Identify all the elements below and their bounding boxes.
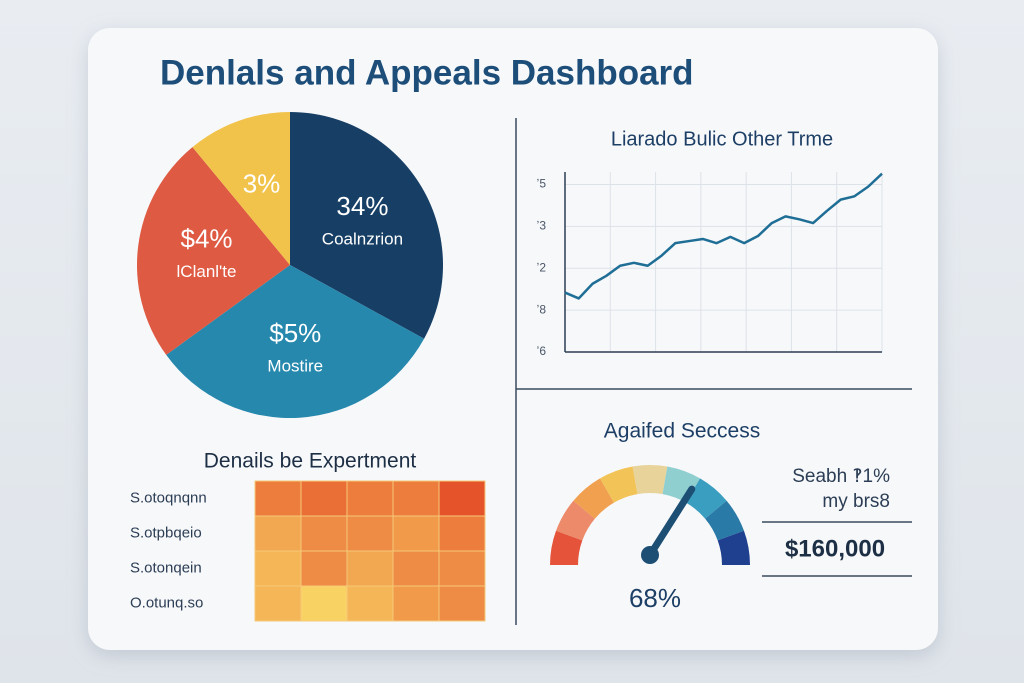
heat-cell bbox=[392, 585, 440, 622]
heat-cell bbox=[300, 550, 348, 587]
heat-cell bbox=[346, 480, 394, 517]
gauge-band bbox=[717, 530, 750, 565]
dashboard-title: Denlals and Appeals Dashboard bbox=[160, 53, 694, 92]
chart-title: Denails be Expertment bbox=[204, 450, 417, 473]
heat-cell bbox=[346, 550, 394, 587]
heat-cell bbox=[438, 515, 486, 552]
pie-slice bbox=[290, 112, 443, 339]
pie-slice bbox=[137, 147, 290, 355]
heat-cell bbox=[438, 550, 486, 587]
kpi-label: Seabh ‽1% bbox=[792, 466, 890, 487]
slice-label: $4% bbox=[180, 223, 232, 253]
heat-cell bbox=[438, 585, 486, 622]
gauge-value: 68% bbox=[629, 583, 681, 613]
gauge-hub bbox=[641, 546, 659, 564]
y-tick-label: ʼ2 bbox=[537, 260, 547, 274]
heat-cell bbox=[254, 515, 302, 552]
gauge-band bbox=[573, 478, 614, 519]
gauge-needle bbox=[646, 485, 696, 559]
heat-cell bbox=[438, 480, 486, 517]
row-label: S.otoqnqnn bbox=[130, 489, 207, 506]
chart-title: Liarado Bulic Other Trme bbox=[611, 128, 833, 150]
heat-cell bbox=[300, 480, 348, 517]
pie-slice bbox=[192, 112, 290, 265]
heat-cell bbox=[300, 515, 348, 552]
row-label: S.otpbqeio bbox=[130, 524, 202, 541]
gauge-band bbox=[556, 500, 595, 541]
heat-cell bbox=[254, 480, 302, 517]
row-label: S.otonqein bbox=[130, 559, 202, 576]
gauge-band bbox=[632, 464, 668, 495]
kpi-value: $160,000 bbox=[785, 535, 885, 562]
gauge-band bbox=[550, 530, 583, 565]
slice-label: 3% bbox=[243, 169, 281, 199]
heat-cell bbox=[300, 585, 348, 622]
y-tick-label: ʼ3 bbox=[537, 219, 547, 233]
gauge-band bbox=[686, 478, 727, 519]
slice-label: $5% bbox=[269, 318, 321, 348]
row-label: O.otunq.so bbox=[130, 594, 203, 611]
y-tick-label: ʼ8 bbox=[537, 302, 547, 316]
heat-cell bbox=[392, 515, 440, 552]
kpi-label: my brs8 bbox=[822, 491, 890, 512]
pie-slice bbox=[166, 265, 425, 418]
gauge-band bbox=[705, 500, 744, 541]
heat-cell bbox=[254, 550, 302, 587]
trend-line bbox=[564, 172, 883, 300]
heat-cell bbox=[346, 585, 394, 622]
heat-cell bbox=[392, 480, 440, 517]
heat-cell bbox=[346, 515, 394, 552]
slice-name: Coalnzrion bbox=[322, 230, 403, 249]
y-tick-label: ʼ6 bbox=[537, 344, 547, 358]
slice-name: lClanl'te bbox=[177, 262, 237, 281]
heat-cell bbox=[392, 550, 440, 587]
slice-label: 34% bbox=[336, 191, 388, 221]
slice-name: Mostire bbox=[267, 356, 323, 375]
gauge-band bbox=[600, 466, 638, 503]
y-tick-label: ʼ5 bbox=[537, 177, 547, 191]
heat-cell bbox=[254, 585, 302, 622]
chart-title: Agaifed Seccess bbox=[604, 420, 760, 443]
